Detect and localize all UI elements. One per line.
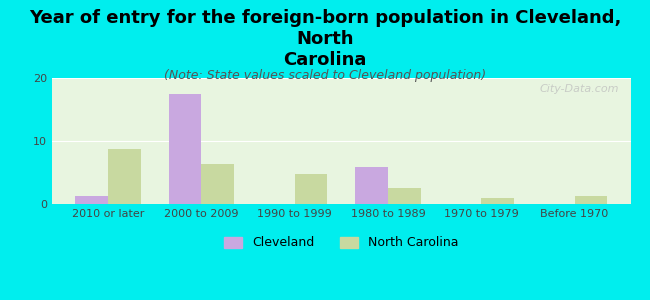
Text: (Note: State values scaled to Cleveland population): (Note: State values scaled to Cleveland … xyxy=(164,69,486,82)
Bar xyxy=(356,167,388,204)
Bar xyxy=(294,174,327,204)
Bar xyxy=(168,94,202,204)
Bar xyxy=(108,148,140,204)
Bar xyxy=(575,196,607,204)
Bar xyxy=(481,198,514,204)
Text: City-Data.com: City-Data.com xyxy=(540,84,619,94)
Bar xyxy=(388,188,421,204)
Bar xyxy=(75,196,108,204)
Bar xyxy=(202,164,234,204)
Text: Year of entry for the foreign-born population in Cleveland, North
Carolina: Year of entry for the foreign-born popul… xyxy=(29,9,621,69)
Legend: Cleveland, North Carolina: Cleveland, North Carolina xyxy=(218,232,464,254)
